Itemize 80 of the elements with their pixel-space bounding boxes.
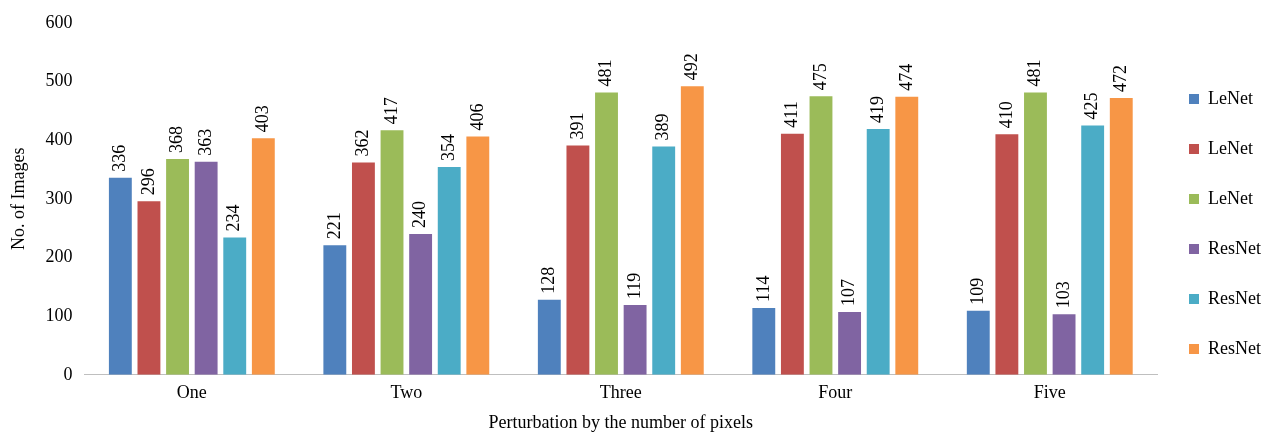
data-label: 391	[566, 112, 587, 140]
x-tick-label: Four	[818, 382, 853, 403]
bar	[323, 245, 347, 375]
legend-label: LeNet	[1208, 137, 1253, 158]
data-label: 336	[109, 144, 130, 172]
bar	[1081, 125, 1105, 375]
bar	[752, 307, 776, 375]
data-label: 363	[194, 128, 215, 156]
legend-label: LeNet	[1208, 87, 1253, 108]
bar	[194, 161, 218, 375]
bar	[1109, 97, 1133, 375]
data-label: 472	[1110, 64, 1130, 92]
bar	[251, 138, 275, 375]
y-tick-label: 400	[45, 128, 73, 149]
data-label: 419	[866, 95, 887, 123]
y-tick-label: 200	[45, 246, 73, 267]
data-label: 354	[437, 134, 458, 162]
legend-label: ResNet	[1208, 337, 1262, 358]
data-label: 406	[466, 103, 487, 131]
y-tick-label: 100	[45, 304, 73, 325]
data-label: 114	[752, 275, 773, 302]
data-label: 474	[895, 63, 916, 91]
data-label: 410	[995, 101, 1016, 129]
data-label: 296	[137, 168, 158, 196]
y-tick-label: 300	[45, 187, 73, 208]
bar	[966, 310, 990, 375]
data-label: 128	[538, 266, 559, 294]
data-label: 492	[681, 53, 702, 81]
bar	[780, 133, 804, 375]
bar	[409, 234, 433, 375]
bar	[437, 167, 461, 375]
data-label: 389	[652, 113, 673, 141]
x-tick-label: Five	[1033, 382, 1066, 403]
data-label: 221	[323, 212, 344, 240]
x-axis-title: Perturbation by the number of pixels	[488, 411, 754, 432]
data-label: 403	[252, 105, 273, 133]
bar	[623, 304, 647, 375]
data-label: 411	[781, 101, 802, 128]
y-axis-title: No. of Images	[7, 147, 28, 251]
legend-label: ResNet	[1208, 287, 1262, 308]
bar	[166, 158, 189, 375]
data-label: 417	[380, 97, 401, 125]
x-tick-label: One	[176, 382, 207, 403]
x-tick-label: Two	[390, 382, 423, 403]
bar	[537, 299, 561, 375]
data-label: 107	[838, 279, 859, 307]
data-label: 368	[166, 125, 187, 153]
x-tick-label: Three	[599, 382, 642, 403]
bar	[566, 145, 590, 375]
bar	[895, 96, 919, 375]
y-tick-label: 500	[45, 70, 73, 91]
data-label: 475	[809, 63, 830, 91]
bar	[995, 134, 1019, 375]
bar	[380, 130, 404, 375]
legend-label: ResNet	[1208, 237, 1262, 258]
y-tick-label: 0	[63, 363, 73, 384]
bar	[866, 128, 890, 375]
data-label: 240	[409, 201, 430, 228]
data-label: 481	[595, 59, 616, 87]
bar	[595, 92, 618, 375]
y-tick-label: 600	[45, 11, 73, 32]
data-label: 119	[623, 272, 644, 299]
data-label: 109	[967, 277, 988, 305]
data-label: 362	[352, 129, 373, 157]
bar	[838, 312, 862, 375]
bar	[351, 162, 375, 375]
bar	[652, 146, 676, 375]
data-label: 481	[1024, 59, 1045, 87]
bar	[809, 96, 833, 375]
bar	[1024, 92, 1047, 375]
bar	[108, 177, 132, 375]
bar	[466, 136, 490, 375]
bar	[137, 201, 161, 375]
data-label: 234	[223, 204, 244, 232]
legend-label: LeNet	[1208, 187, 1253, 208]
data-label: 425	[1081, 92, 1102, 120]
data-label: 103	[1052, 281, 1073, 309]
bar	[1052, 314, 1076, 375]
bar	[223, 237, 247, 375]
bar	[680, 86, 704, 375]
